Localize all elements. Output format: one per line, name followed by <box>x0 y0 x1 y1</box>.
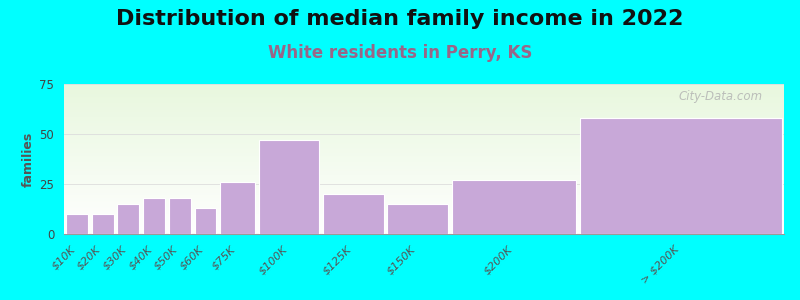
Text: City-Data.com: City-Data.com <box>678 90 762 103</box>
Bar <box>452 180 576 234</box>
Y-axis label: families: families <box>22 131 35 187</box>
Bar <box>194 208 216 234</box>
Bar <box>323 194 383 234</box>
Text: White residents in Perry, KS: White residents in Perry, KS <box>268 44 532 62</box>
Bar <box>118 204 139 234</box>
Bar <box>169 198 190 234</box>
Text: Distribution of median family income in 2022: Distribution of median family income in … <box>116 9 684 29</box>
Bar <box>580 118 782 234</box>
Bar <box>258 140 319 234</box>
Bar <box>66 214 88 234</box>
Bar <box>220 182 255 234</box>
Bar <box>92 214 114 234</box>
Bar <box>143 198 165 234</box>
Bar <box>387 204 448 234</box>
